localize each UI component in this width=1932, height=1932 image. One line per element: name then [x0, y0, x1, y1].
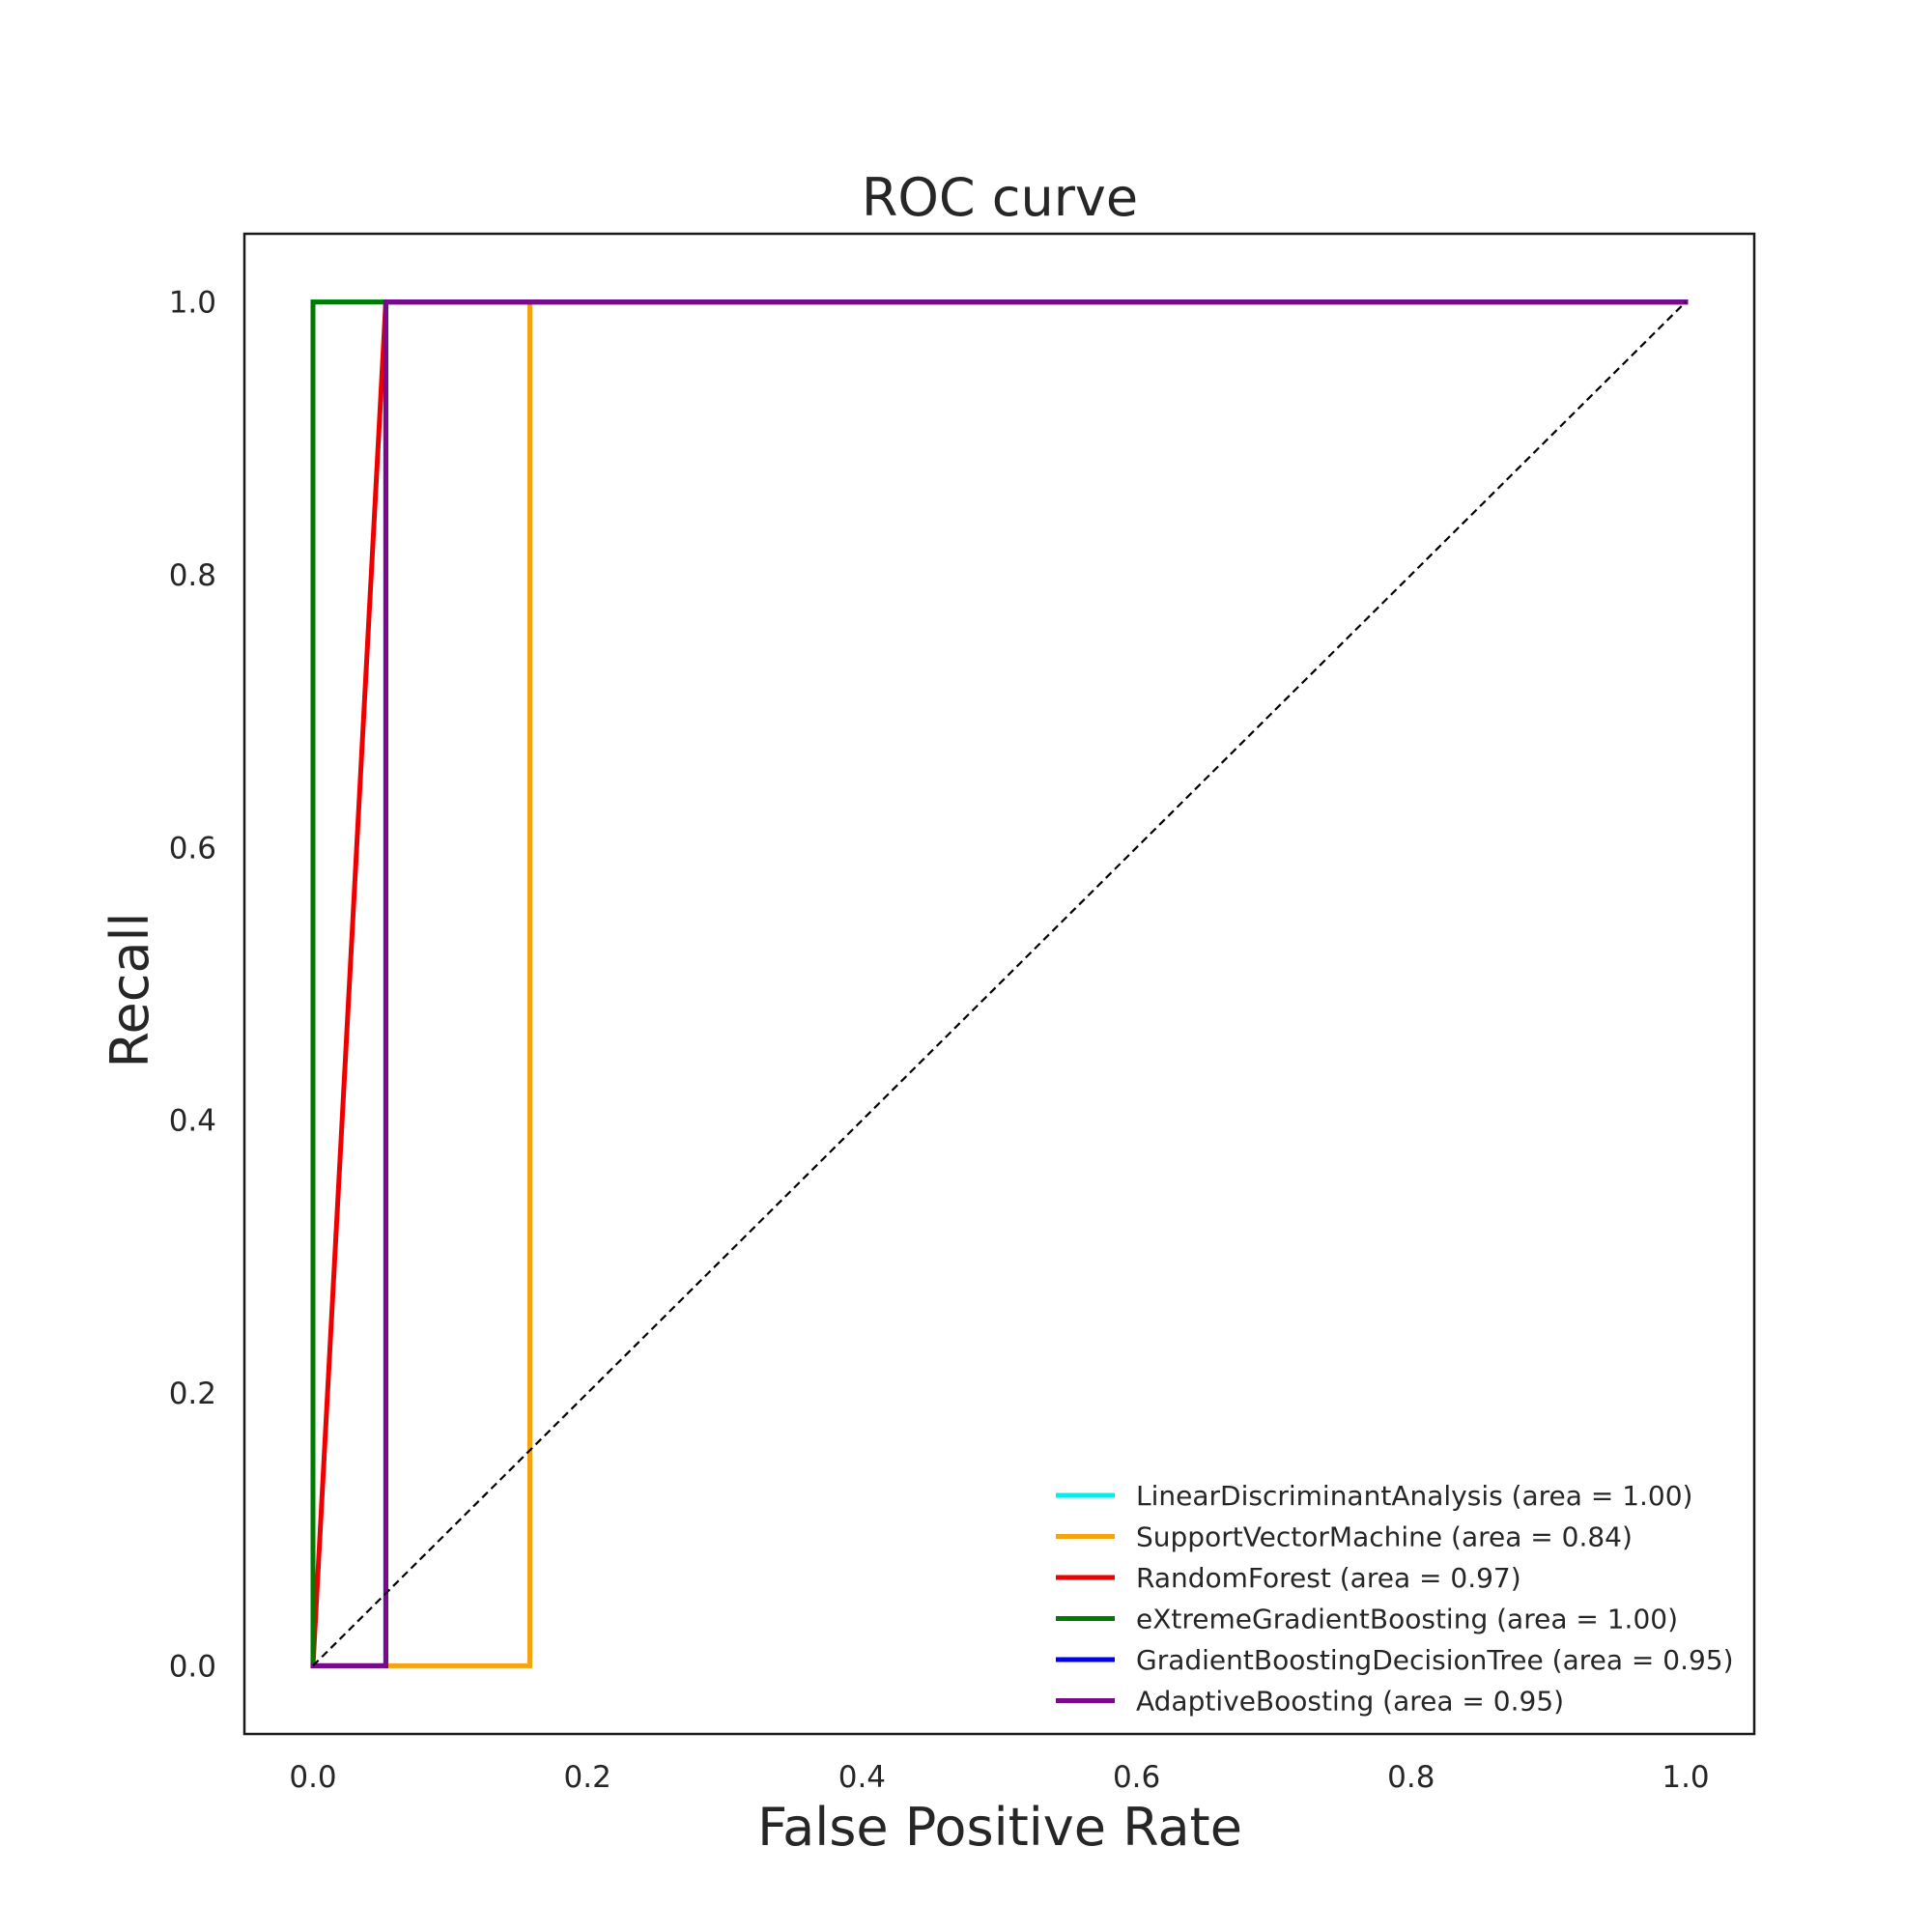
x-tick-label: 0.6: [1113, 1760, 1160, 1795]
legend-label: AdaptiveBoosting (area = 0.95): [1136, 1686, 1564, 1718]
plot-frame: [242, 232, 1756, 1736]
y-tick-label: 0.6: [169, 831, 216, 866]
x-tick-label: 1.0: [1662, 1760, 1709, 1795]
legend: LinearDiscriminantAnalysis (area = 1.00)…: [1056, 1480, 1734, 1718]
x-axis-label: False Positive Rate: [757, 1797, 1242, 1858]
y-tick-label: 0.8: [169, 558, 216, 593]
x-tick-label: 0.8: [1387, 1760, 1435, 1795]
y-tick-label: 0.2: [169, 1377, 216, 1411]
legend-label: RandomForest (area = 0.97): [1136, 1562, 1521, 1594]
x-axis-ticks: 0.0 0.2 0.4 0.6 0.8 1.0: [289, 1760, 1709, 1795]
legend-label: LinearDiscriminantAnalysis (area = 1.00): [1136, 1480, 1692, 1512]
reference-diagonal-line: [312, 300, 1687, 1667]
y-tick-label: 1.0: [169, 286, 216, 321]
y-tick-label: 0.0: [169, 1649, 216, 1684]
y-axis-ticks: 0.0 0.2 0.4 0.6 0.8 1.0: [169, 286, 216, 1685]
x-tick-label: 0.4: [838, 1760, 886, 1795]
y-axis-label: Recall: [99, 912, 160, 1067]
x-tick-label: 0.2: [564, 1760, 611, 1795]
plot-area: [310, 299, 1689, 1669]
legend-label: GradientBoostingDecisionTree (area = 0.9…: [1136, 1644, 1734, 1676]
legend-label: eXtremeGradientBoosting (area = 1.00): [1136, 1604, 1678, 1635]
x-tick-label: 0.0: [289, 1760, 336, 1795]
y-tick-label: 0.4: [169, 1104, 216, 1139]
chart-title: ROC curve: [862, 167, 1138, 228]
legend-label: SupportVectorMachine (area = 0.84): [1136, 1521, 1633, 1553]
series-line-5: [310, 299, 1689, 1668]
